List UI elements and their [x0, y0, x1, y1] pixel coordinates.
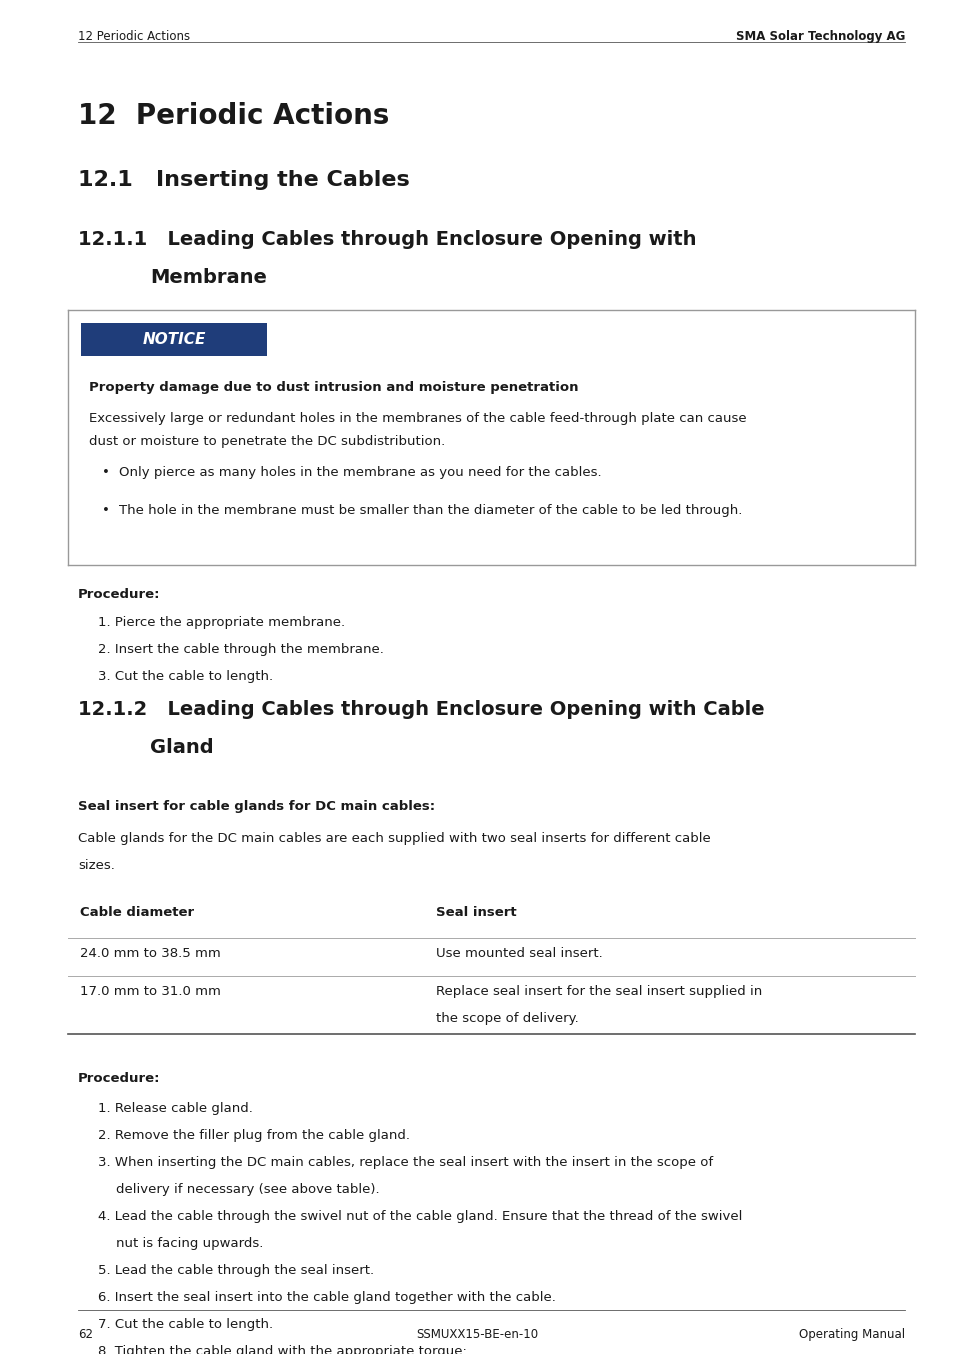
Text: Procedure:: Procedure:: [78, 1072, 160, 1085]
Text: 3. When inserting the DC main cables, replace the seal insert with the insert in: 3. When inserting the DC main cables, re…: [98, 1156, 713, 1169]
Text: Cable glands for the DC main cables are each supplied with two seal inserts for : Cable glands for the DC main cables are …: [78, 831, 710, 845]
Text: 7. Cut the cable to length.: 7. Cut the cable to length.: [98, 1317, 273, 1331]
Text: SSMUXX15-BE-en-10: SSMUXX15-BE-en-10: [416, 1328, 537, 1340]
Text: 1. Release cable gland.: 1. Release cable gland.: [98, 1102, 253, 1114]
Text: 6. Insert the seal insert into the cable gland together with the cable.: 6. Insert the seal insert into the cable…: [98, 1290, 556, 1304]
Text: NOTICE: NOTICE: [142, 332, 205, 347]
Text: 1. Pierce the appropriate membrane.: 1. Pierce the appropriate membrane.: [98, 616, 345, 630]
Text: Procedure:: Procedure:: [78, 588, 160, 601]
Text: SMA Solar Technology AG: SMA Solar Technology AG: [735, 30, 904, 43]
Text: Cable diameter: Cable diameter: [80, 906, 193, 919]
Text: Use mounted seal insert.: Use mounted seal insert.: [436, 946, 602, 960]
Text: Property damage due to dust intrusion and moisture penetration: Property damage due to dust intrusion an…: [89, 382, 578, 394]
Text: 24.0 mm to 38.5 mm: 24.0 mm to 38.5 mm: [80, 946, 220, 960]
Text: 12.1   Inserting the Cables: 12.1 Inserting the Cables: [78, 171, 410, 190]
Text: Membrane: Membrane: [150, 268, 267, 287]
Text: 2. Insert the cable through the membrane.: 2. Insert the cable through the membrane…: [98, 643, 383, 655]
Text: 17.0 mm to 31.0 mm: 17.0 mm to 31.0 mm: [80, 984, 221, 998]
Text: Replace seal insert for the seal insert supplied in: Replace seal insert for the seal insert …: [436, 984, 761, 998]
Text: 12.1.2   Leading Cables through Enclosure Opening with Cable: 12.1.2 Leading Cables through Enclosure …: [78, 700, 763, 719]
Text: The hole in the membrane must be smaller than the diameter of the cable to be le: The hole in the membrane must be smaller…: [119, 504, 741, 517]
Text: 8. Tighten the cable gland with the appropriate torque:: 8. Tighten the cable gland with the appr…: [98, 1345, 466, 1354]
Text: •: •: [102, 504, 110, 517]
Text: delivery if necessary (see above table).: delivery if necessary (see above table).: [116, 1183, 379, 1196]
Text: 5. Lead the cable through the seal insert.: 5. Lead the cable through the seal inser…: [98, 1265, 374, 1277]
Text: Gland: Gland: [150, 738, 213, 757]
Text: •: •: [102, 466, 110, 478]
Text: the scope of delivery.: the scope of delivery.: [436, 1011, 578, 1025]
Text: 12 Periodic Actions: 12 Periodic Actions: [78, 30, 190, 43]
Text: Excessively large or redundant holes in the membranes of the cable feed-through : Excessively large or redundant holes in …: [89, 412, 746, 425]
Text: Seal insert: Seal insert: [436, 906, 516, 919]
Text: sizes.: sizes.: [78, 858, 114, 872]
Text: 4. Lead the cable through the swivel nut of the cable gland. Ensure that the thr: 4. Lead the cable through the swivel nut…: [98, 1210, 741, 1223]
Text: 2. Remove the filler plug from the cable gland.: 2. Remove the filler plug from the cable…: [98, 1129, 410, 1141]
Text: nut is facing upwards.: nut is facing upwards.: [116, 1238, 263, 1250]
FancyBboxPatch shape: [81, 322, 267, 356]
Text: 3. Cut the cable to length.: 3. Cut the cable to length.: [98, 670, 273, 682]
Text: Seal insert for cable glands for DC main cables:: Seal insert for cable glands for DC main…: [78, 800, 435, 812]
Text: 12  Periodic Actions: 12 Periodic Actions: [78, 102, 389, 130]
Text: Operating Manual: Operating Manual: [798, 1328, 904, 1340]
Text: Only pierce as many holes in the membrane as you need for the cables.: Only pierce as many holes in the membran…: [119, 466, 600, 478]
Text: dust or moisture to penetrate the DC subdistribution.: dust or moisture to penetrate the DC sub…: [89, 435, 445, 448]
Text: 12.1.1   Leading Cables through Enclosure Opening with: 12.1.1 Leading Cables through Enclosure …: [78, 230, 696, 249]
Text: 62: 62: [78, 1328, 92, 1340]
